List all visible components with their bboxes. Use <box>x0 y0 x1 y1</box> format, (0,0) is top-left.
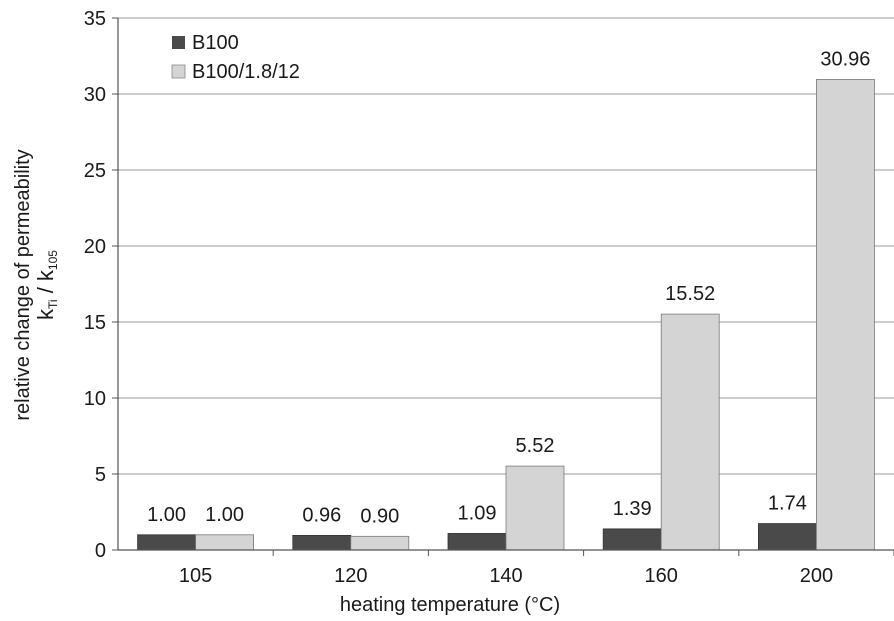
y-tick-labels: 0 5 10 15 20 25 30 35 <box>84 8 118 562</box>
y-tick-label: 15 <box>84 312 106 334</box>
bar-b100-1-8-12-105 <box>195 534 255 551</box>
bar-b100-1-8-12-120 <box>350 535 410 551</box>
legend-swatch-b100 <box>172 36 185 49</box>
data-label-b100-105: 1.00 <box>147 504 186 526</box>
y-axis-title-line1: relative change of permeability <box>12 149 34 420</box>
bar-b100-105 <box>137 534 197 551</box>
x-tick-labels: 105 120 140 160 200 <box>179 550 894 587</box>
legend: B100 B100/1.8/12 <box>171 32 300 83</box>
y-tick-label: 20 <box>84 236 106 258</box>
data-label-b100-1-8-12-140: 5.52 <box>516 435 555 457</box>
axes <box>117 18 894 551</box>
legend-label-b100: B100 <box>192 32 239 54</box>
data-label-b100-1-8-12-105: 1.00 <box>205 504 244 526</box>
bar-b100-160 <box>602 528 662 551</box>
bar-b100-200 <box>758 523 817 551</box>
bar-b100-120 <box>292 535 352 551</box>
x-axis-title: heating temperature (°C) <box>340 594 560 616</box>
bar-b100-1-8-12-160 <box>660 313 720 551</box>
x-tick-label: 140 <box>489 565 522 587</box>
y-axis-title-line2: kTi / k105 <box>33 250 60 320</box>
y-tick-label: 10 <box>84 388 106 410</box>
x-tick-label: 200 <box>800 565 833 587</box>
y-tick-label: 0 <box>95 540 106 562</box>
bars <box>137 79 875 551</box>
y-axis-title: relative change of permeability kTi / k1… <box>12 149 60 420</box>
data-label-b100-200: 1.74 <box>768 493 807 515</box>
grid-lines <box>118 17 894 475</box>
y-tick-label: 35 <box>84 8 106 30</box>
data-label-b100-140: 1.09 <box>458 502 497 524</box>
x-tick-label: 160 <box>645 565 678 587</box>
y-tick-label: 5 <box>95 464 106 486</box>
x-tick-label: 120 <box>334 565 367 587</box>
x-tick-label: 105 <box>179 565 212 587</box>
data-label-b100-1-8-12-160: 15.52 <box>665 283 715 305</box>
data-label-b100-160: 1.39 <box>613 498 652 520</box>
data-label-b100-120: 0.96 <box>302 504 341 526</box>
y-tick-label: 25 <box>84 160 106 182</box>
legend-label-b100-1-8-12: B100/1.8/12 <box>192 61 300 83</box>
legend-swatch-b100-1-8-12 <box>171 64 186 79</box>
bar-b100-140 <box>447 533 507 551</box>
bar-b100-1-8-12-200 <box>816 79 875 551</box>
y-tick-label: 30 <box>84 84 106 106</box>
data-label-b100-1-8-12-120: 0.90 <box>360 505 399 527</box>
bar-b100-1-8-12-140 <box>505 465 565 551</box>
data-label-b100-1-8-12-200: 30.96 <box>820 48 870 70</box>
data-labels: 1.00 1.00 0.96 0.90 1.09 5.52 1.39 15.52 1.74 30.… <box>147 48 870 527</box>
